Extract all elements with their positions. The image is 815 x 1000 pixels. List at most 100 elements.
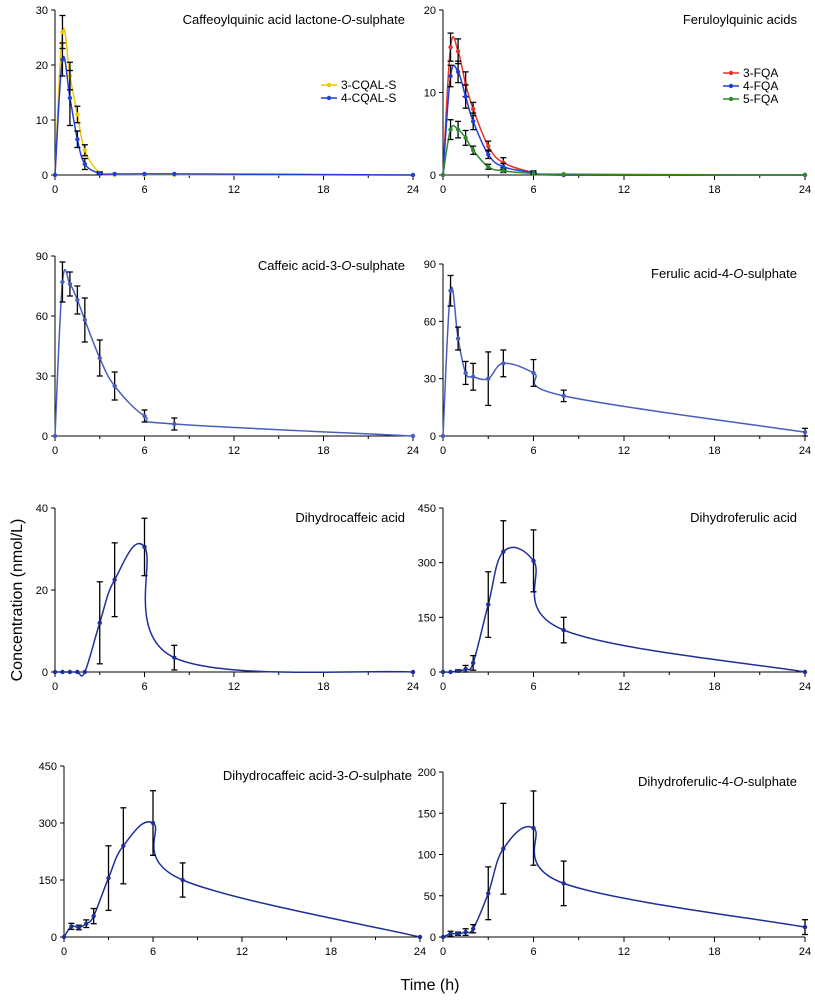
data-point [97,355,102,361]
data-point [67,281,73,287]
data-point [455,931,461,936]
x-tick-label: 6 [150,946,156,958]
x-tick-label: 6 [141,184,147,196]
data-point [470,119,476,124]
data-point [142,171,147,177]
x-tick-label: 24 [407,184,419,196]
chart-panel-8: 0 50 100 150 200 0 6 12 18 24 Dihydroferulic-4-O-s… [418,767,811,958]
x-tick-label: 12 [618,184,630,196]
x-tick-label: 24 [799,946,811,958]
data-point [106,875,111,881]
data-point [410,172,416,178]
x-tick-label: 24 [407,681,419,693]
chart-title-italic: O [341,12,351,27]
data-point [448,669,453,675]
y-tick-label: 300 [39,818,57,830]
legend-label: 5-FQA [743,92,778,106]
data-point [501,361,506,366]
y-tick-label: 30 [424,374,436,386]
data-point [455,127,461,132]
data-point [463,370,468,376]
data-point [531,370,536,376]
y-tick-label: 10 [424,88,436,100]
series-line [442,286,806,437]
data-point [172,421,177,427]
legend-entry: 4-FQA [723,79,778,93]
data-point [470,148,476,153]
data-point [802,429,808,435]
x-tick-label: 12 [228,681,240,693]
chart-panel-5: 0 20 40 0 6 12 18 24 Dihydrocaffeic acid [36,503,419,693]
data-point [112,383,117,389]
x-tick-label: 24 [407,445,419,457]
x-tick-label: 18 [708,946,720,958]
chart-title-part: -sulphate [352,12,405,27]
data-point [82,148,88,153]
y-tick-label: 20 [36,585,48,597]
y-tick-label: 20 [424,5,436,17]
series-line [442,825,806,938]
legend-entry: 5-FQA [723,92,778,106]
chart-title: Dihydrocaffeic acid [295,510,405,525]
x-tick-label: 12 [228,445,240,457]
y-tick-label: 10 [36,115,48,127]
x-tick-label: 24 [799,184,811,196]
legend-marker [326,95,332,101]
series-line [55,543,414,677]
legend-entry: 3-CQAL-S [321,78,396,92]
data-point [802,172,808,178]
data-point [180,877,185,883]
data-point [60,279,65,285]
y-tick-label: 30 [36,5,48,17]
chart-panel-7: 0 150 300 450 0 6 12 18 24 Dihydrocaffeic acid-3-… [39,761,426,958]
legend-label: 4-CQAL-S [341,91,396,105]
x-tick-label: 18 [317,184,329,196]
series-1 [52,261,416,439]
data-point [150,820,156,826]
data-point [561,881,566,886]
x-tick-label: 6 [530,946,536,958]
x-tick-label: 6 [530,681,536,693]
chart-panel-4: 0 30 60 90 0 6 12 18 24 Ferulic acid-4-O-sulphate [424,259,811,457]
series-1 [440,274,808,439]
series-1 [52,517,416,677]
chart-title-italic: O [348,768,358,783]
y-tick-label: 450 [39,761,57,773]
y-tick-label: 0 [51,932,57,944]
legend-label: 3-FQA [743,66,778,80]
data-point [531,825,536,831]
y-tick-label: 300 [418,558,436,570]
data-point [84,921,89,926]
data-point [67,95,73,101]
data-point [75,112,80,117]
series-5-FQA [440,119,808,178]
data-point [448,931,453,936]
chart-title: Dihydroferulic-4-O-sulphate [638,774,797,789]
data-point [455,69,461,75]
data-point [60,29,65,35]
data-point [486,891,491,896]
chart-title-part: Dihydroferulic-4- [638,774,733,789]
data-point [52,433,58,439]
data-point [802,669,808,675]
data-point [561,627,566,633]
chart-title-italic: O [341,258,351,273]
y-tick-label: 40 [36,503,48,515]
data-point [142,413,147,419]
data-point [470,660,476,666]
y-tick-label: 30 [36,371,48,383]
y-tick-label: 90 [424,259,436,271]
data-point [470,374,476,379]
y-tick-label: 150 [418,612,436,624]
data-point [561,393,566,399]
legend-marker [728,83,734,89]
data-point [52,172,58,178]
data-point [172,655,177,660]
data-point [561,171,566,177]
y-tick-label: 200 [418,767,436,779]
y-tick-label: 150 [418,808,436,820]
x-axis-label: Time (h) [401,977,460,994]
chart-title: Dihydroferulic acid [690,510,797,525]
x-tick-label: 6 [530,184,536,196]
